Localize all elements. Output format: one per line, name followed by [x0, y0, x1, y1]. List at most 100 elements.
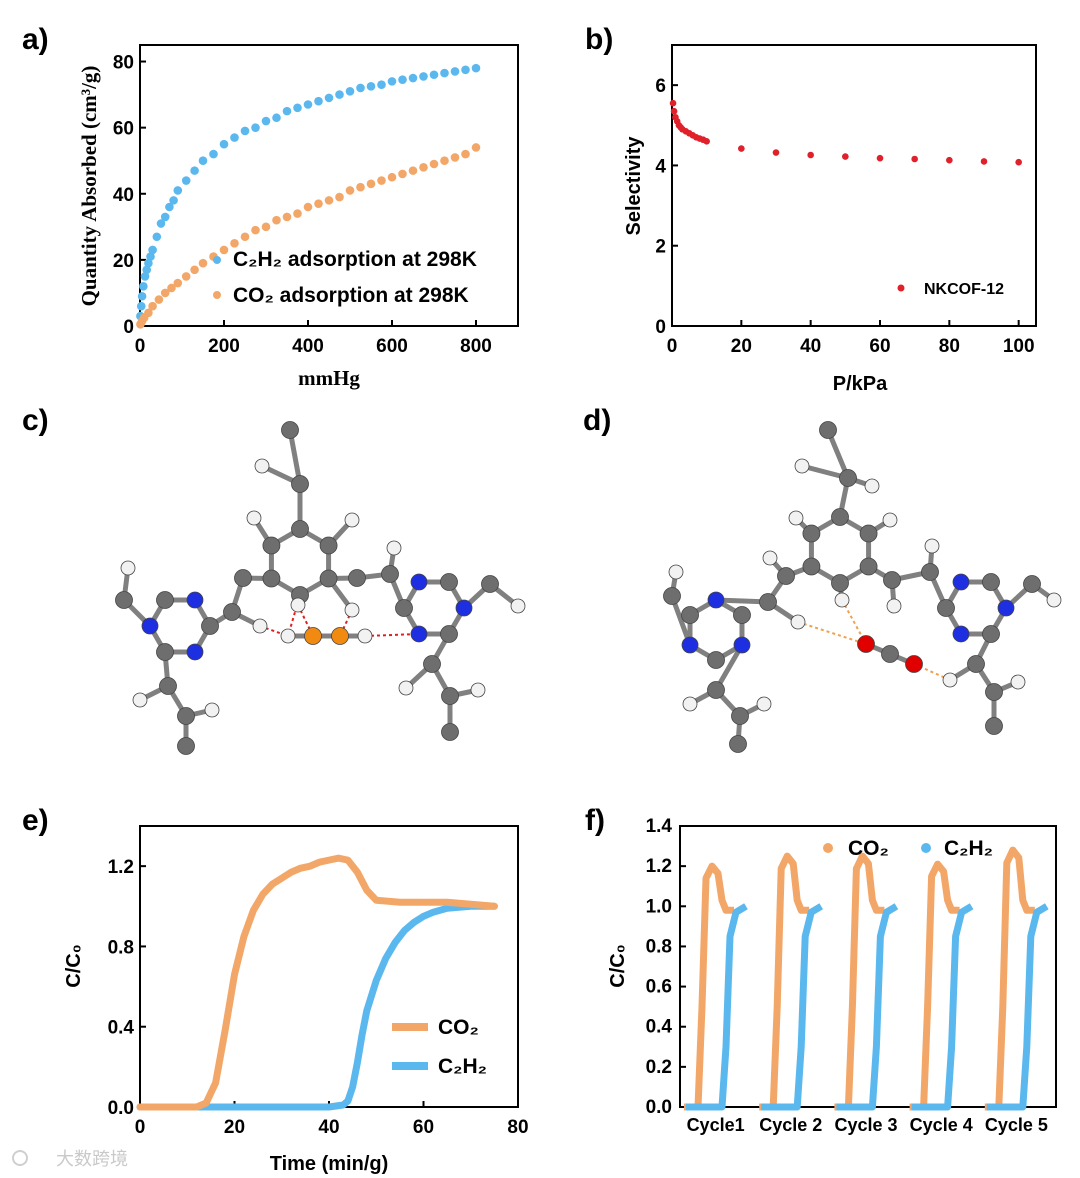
hydrogen-atom — [204, 702, 220, 718]
co2-point — [429, 159, 439, 169]
carbon-atom — [319, 569, 338, 588]
nitrogen-atom — [410, 573, 428, 591]
co2-point — [335, 192, 344, 202]
nitrogen-atom — [186, 643, 204, 661]
co2-point — [154, 295, 164, 304]
co2-point — [314, 199, 323, 208]
x-tick-label: 200 — [208, 336, 240, 357]
c2h2-point — [314, 96, 323, 106]
panel-a-chart: 0 200 400 600 800 0 20 40 60 80 mmHg Quantity Abs… — [77, 44, 519, 390]
c2h2-point — [440, 68, 449, 78]
carbon-atom — [777, 567, 795, 585]
carbon-atom — [201, 617, 219, 635]
carbon-atom — [177, 707, 195, 725]
x-tick-label: 40 — [318, 1117, 339, 1138]
hydrogen-atom — [120, 560, 136, 576]
hydrogen-atom — [942, 672, 958, 688]
panel-label-e: e) — [22, 804, 49, 837]
legend-marker-c2h2 — [921, 843, 931, 853]
bond-layer — [121, 427, 521, 749]
carbon-atom — [234, 569, 252, 587]
selectivity-point — [669, 99, 677, 107]
carbon-atom — [291, 520, 309, 538]
selectivity-point — [946, 156, 953, 164]
c2h2-point — [173, 186, 183, 195]
hydrogen-atom — [290, 597, 306, 613]
c2h2-point — [137, 291, 147, 301]
x-tick-label: 60 — [869, 336, 890, 357]
co2-point — [366, 179, 376, 189]
selectivity-point — [842, 153, 849, 160]
legend-label-c2h2: C₂H₂ — [944, 837, 993, 860]
x-tick-label: 0 — [667, 336, 678, 357]
c2h2-point — [136, 301, 146, 311]
carbon-atom — [831, 574, 849, 592]
legend-marker-c2h2 — [213, 256, 221, 264]
c2h2-point — [398, 75, 407, 85]
hydrogen-atom — [386, 540, 402, 556]
panel-b-chart: 0 20 40 60 80 100 0 2 4 6 P/kPa Selectivity NKCOF… — [623, 44, 1037, 395]
molecule-co2-binding — [663, 421, 1062, 753]
hydrogen-atom — [1046, 592, 1062, 608]
c2h2-point — [240, 126, 250, 136]
co2-point — [303, 202, 313, 212]
co2-point — [240, 232, 250, 242]
carbon-atom — [985, 683, 1003, 701]
co2-point — [144, 308, 153, 318]
c2h2-point — [230, 133, 239, 142]
hydrogen-atom — [398, 680, 414, 696]
co2-cycle-line — [684, 862, 734, 1111]
carbon-atom — [681, 606, 699, 624]
hydrogen-atom — [882, 512, 898, 528]
panel-label-d: d) — [583, 404, 611, 437]
co2-point — [419, 163, 428, 172]
c2h2-cycle-line — [836, 903, 899, 1111]
hydrogen-atom — [762, 550, 778, 566]
nitrogen-atom — [186, 591, 204, 609]
c2h2-point — [303, 100, 313, 109]
carbon-atom — [982, 573, 1000, 591]
x-tick-label: 400 — [292, 336, 324, 357]
watermark-text: 大数跨境 — [56, 1149, 128, 1170]
nitrogen-atom — [733, 636, 751, 654]
y-tick-label: 1.2 — [108, 857, 134, 878]
carbon-atom — [156, 591, 174, 609]
hydrogen-atom — [790, 614, 806, 630]
co2-point — [181, 272, 191, 281]
carbon-atom — [881, 645, 899, 663]
co2-point — [282, 212, 292, 222]
c2h2-point — [345, 86, 355, 96]
co2-point — [440, 156, 449, 166]
cycle-label: Cycle 5 — [985, 1115, 1048, 1135]
c2h2-point — [387, 77, 397, 86]
hydrogen-atom — [886, 598, 902, 614]
panel-label-c: c) — [22, 404, 49, 437]
hydrogen-atom — [344, 602, 360, 618]
c2h2-point — [169, 196, 178, 205]
co2-cycle-line — [909, 860, 960, 1111]
carbon-atom — [440, 573, 458, 591]
selectivity-point — [703, 138, 710, 145]
carbon-atom — [729, 735, 747, 753]
c2h2-point — [471, 63, 481, 73]
acetylene-carbon-atom — [304, 627, 322, 645]
c2h2-point — [156, 219, 166, 228]
atom-layer — [663, 421, 1062, 753]
y-tick-label: 0.0 — [108, 1098, 134, 1119]
carbon-atom — [802, 524, 821, 543]
x-axis-label: mmHg — [298, 366, 360, 390]
carbon-atom — [262, 569, 281, 588]
y-tick-label: 0 — [655, 317, 666, 338]
carbon-atom — [441, 723, 459, 741]
hydrogen-atom — [510, 598, 526, 614]
carbon-atom — [937, 599, 955, 617]
carbon-atom — [348, 569, 366, 587]
carbon-atom — [982, 625, 1000, 643]
x-tick-label: 800 — [460, 336, 492, 357]
c2h2-cycle-line — [986, 903, 1049, 1111]
hydrogen-atom — [252, 618, 268, 634]
c2h2-point — [408, 73, 418, 83]
carbon-atom — [733, 606, 751, 624]
c2h2-cycle-line — [761, 903, 824, 1111]
y-tick-label: 1.4 — [646, 816, 673, 837]
